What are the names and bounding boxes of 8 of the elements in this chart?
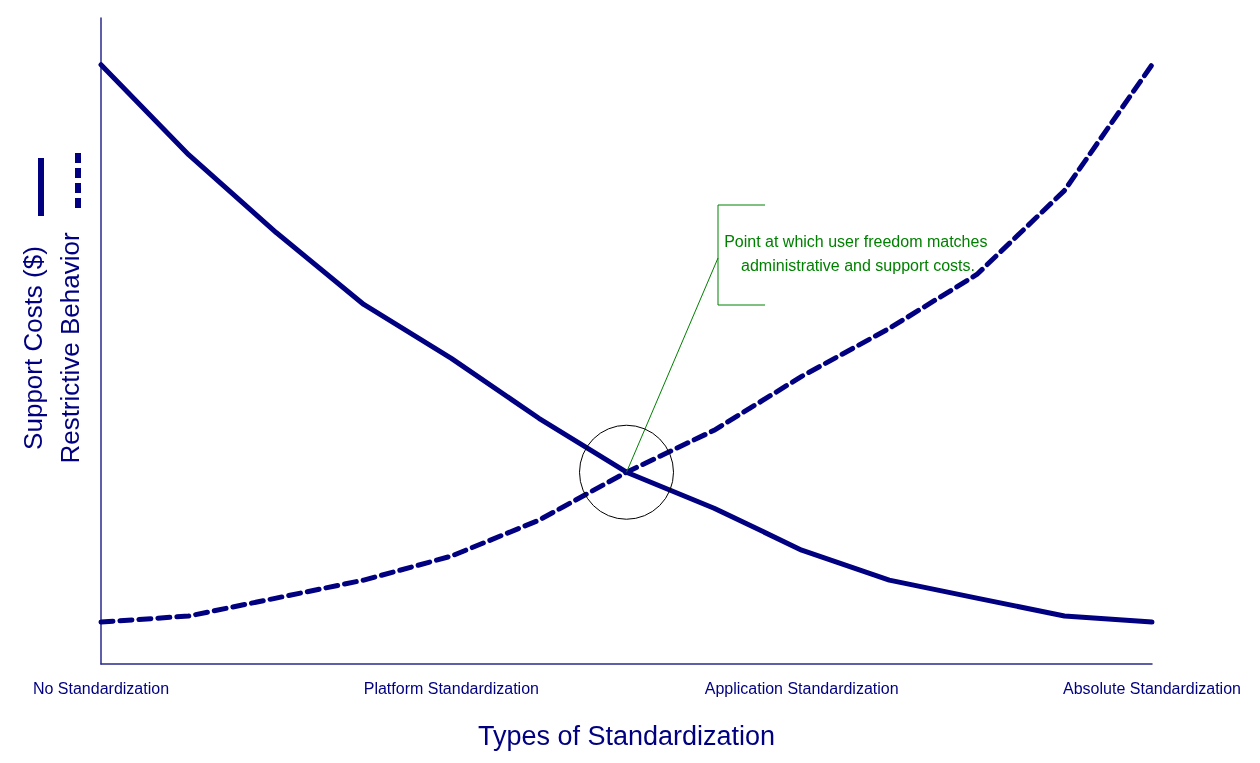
annotation: Point at which user freedom matches administrative and support costs. [724, 232, 992, 274]
x-axis-title: Types of Standardization [477, 720, 776, 751]
legend-label: Restrictive Behavior [55, 232, 85, 464]
x-tick-label: Application Standardization [704, 679, 899, 697]
x-tick-label: Platform Standardization [363, 679, 539, 697]
x-tick-label: No Standardization [32, 679, 170, 697]
x-tick-label: Absolute Standardization [1063, 679, 1241, 697]
legend-label: Support Costs ($) [18, 246, 48, 450]
